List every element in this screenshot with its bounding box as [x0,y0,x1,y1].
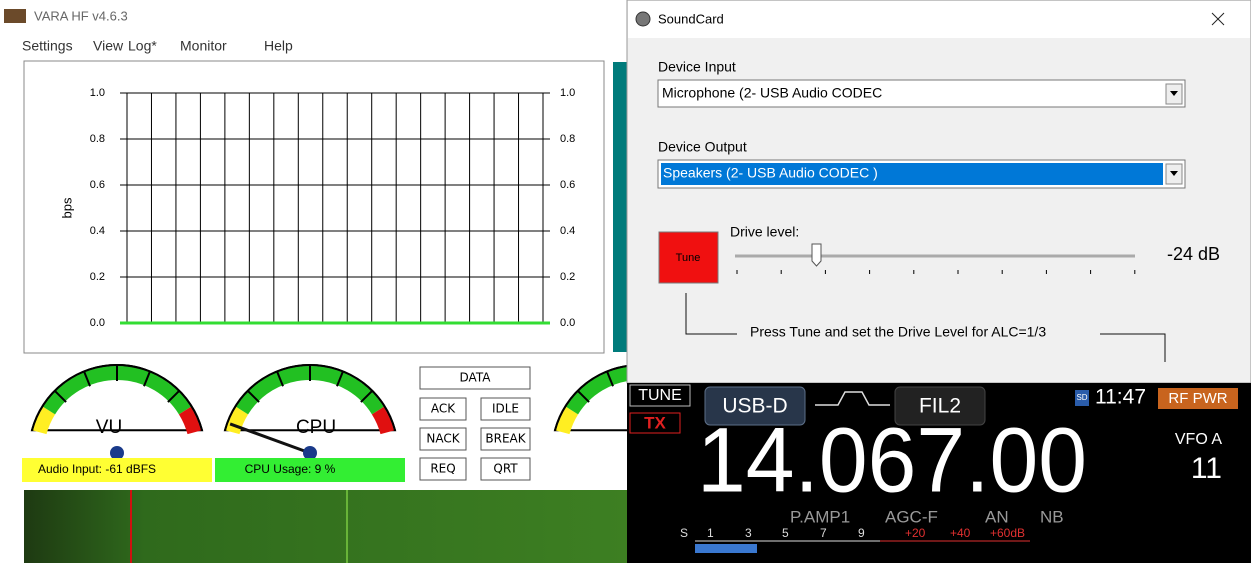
waterfall [24,490,627,563]
y-tick-label: 0.2 [90,271,105,283]
clock: 11:47 [1095,386,1146,409]
button-label: IDLE [492,402,519,416]
sd-label: SD [1076,393,1087,402]
output-label: Device Output [658,139,747,155]
button-label: REQ [430,462,455,476]
y-tick-label-right: 0.4 [560,225,575,237]
menu-item[interactable]: Monitor [180,38,227,54]
vfo-number: 11 [1191,452,1222,485]
command-button[interactable]: BREAK [481,428,530,450]
y-tick-label-right: 0.6 [560,179,575,191]
gauge-hub [303,446,317,460]
dialog-title: SoundCard [658,11,724,26]
menu-item[interactable]: Log* [128,38,157,54]
y-tick-label-right: 0.8 [560,133,575,145]
meter-bar [695,544,757,553]
meter-scale-label: S [680,526,688,540]
gauge-label: CPU [296,417,336,438]
rf-label: RF PWR [1168,390,1227,407]
app-icon [4,9,26,23]
vfo: VFO A [1175,431,1222,448]
y-tick-label: 0.4 [90,225,105,237]
dialog-icon [636,12,650,26]
y-tick-label-right: 0.2 [560,271,575,283]
function-label: AN [985,507,1009,526]
y-tick-label: 0.6 [90,179,105,191]
chart-panel [24,61,604,353]
meter-scale-label: 3 [745,526,752,540]
screen: VARA HF v4.6.3 Settings ViewLog* Monitor He… [0,0,1251,563]
meter-scale-label: 9 [858,526,865,540]
meter-scale-label: 5 [782,526,789,540]
page: VARA HF v4.6.3 Settings ViewLog* Monitor He… [0,0,1251,563]
output-value: Speakers (2- USB Audio CODEC ) [663,165,878,181]
button-label: BREAK [485,432,526,446]
command-button[interactable]: ACK [420,398,466,420]
button-label: DATA [460,371,492,385]
y-tick-label-right: 1.0 [560,87,575,99]
meter-scale-label: +60dB [990,526,1025,540]
gauge-status: CPU Usage: 9 % [245,462,336,476]
meter-scale-label: +40 [950,526,971,540]
function-label: NB [1040,507,1064,526]
gauge-label: VU [96,417,122,438]
command-button[interactable]: QRT [481,458,530,480]
frequency: 14.067.00 [697,409,1087,511]
tune-button[interactable]: Tune [659,232,718,283]
gauge-red [185,411,194,433]
gauge-hub [110,446,124,460]
gauge-yellow [40,411,49,433]
meter-scale-label: 1 [707,526,714,540]
drive-value: -24 dB [1167,244,1220,264]
drive-label: Drive level: [730,224,799,240]
menu-item[interactable]: View [93,38,124,54]
button-label: ACK [431,402,456,416]
button-label: QRT [493,462,518,476]
meter-scale-label: +20 [905,526,926,540]
tx-label: TX [644,413,666,432]
button-label: NACK [426,432,460,446]
tune-label: Tune [676,252,701,264]
command-button[interactable]: DATA [420,367,530,389]
y-axis-label: bps [59,197,74,218]
output-combo[interactable]: Speakers (2- USB Audio CODEC ) [658,160,1185,188]
input-combo[interactable]: Microphone (2- USB Audio CODEC [658,80,1185,107]
y-tick-label: 0.8 [90,133,105,145]
y-tick-label: 1.0 [90,87,105,99]
meter-scale-label: 7 [820,526,827,540]
function-label: AGC-F [885,507,938,526]
window-title: VARA HF v4.6.3 [34,8,128,23]
hint: Press Tune and set the Drive Level for A… [750,324,1046,340]
function-label: P.AMP1 [790,507,850,526]
command-button[interactable]: REQ [420,458,466,480]
gauge-red [378,411,387,433]
input-value: Microphone (2- USB Audio CODEC [662,85,882,101]
y-tick-label-right: 0.0 [560,317,575,329]
command-button[interactable]: NACK [420,428,466,450]
side-panel [613,62,627,352]
input-label: Device Input [658,59,736,75]
command-button[interactable]: IDLE [481,398,530,420]
menu-item[interactable]: Settings [22,38,73,54]
gauge-yellow [563,411,572,433]
y-tick-label: 0.0 [90,317,105,329]
gauge-status: Audio Input: -61 dBFS [38,462,156,476]
menu-item[interactable]: Help [264,38,293,54]
tune-indicator-label: TUNE [638,387,682,404]
